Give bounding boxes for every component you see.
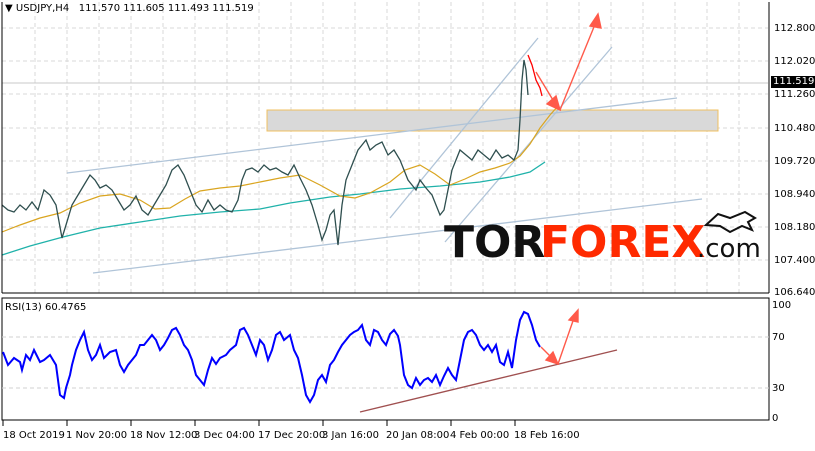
- bull-logo-icon: [703, 210, 757, 234]
- time-tick: 20 Jan 08:00: [386, 430, 450, 441]
- rsi-support-trendline[interactable]: [359, 349, 618, 413]
- chart-title: ▼ USDJPY,H4 111.570 111.605 111.493 111.…: [5, 3, 254, 14]
- rsi-forecast-arrows[interactable]: [540, 308, 579, 366]
- forecast-arrows[interactable]: [535, 12, 602, 112]
- price-tick: 110.480: [774, 123, 815, 134]
- price-tick: 106.640: [774, 287, 815, 298]
- rsi-panel[interactable]: [1, 297, 770, 421]
- time-tick: 18 Feb 16:00: [514, 430, 580, 441]
- ohlc-close: 111.519: [212, 3, 254, 14]
- ma-fast-line: [1, 105, 559, 233]
- collapse-triangle-icon[interactable]: ▼: [5, 3, 13, 14]
- time-tick: 3 Jan 16:00: [322, 430, 379, 441]
- svg-text:.com: .com: [697, 234, 761, 264]
- current-price-tag: 111.519: [771, 76, 815, 88]
- channel-upper-line: [66, 97, 678, 174]
- rsi-arrow-down-head: [544, 350, 560, 366]
- time-tick: 17 Dec 20:00: [258, 430, 326, 441]
- arrow-up-head: [588, 12, 602, 29]
- rsi-arrow-up-head: [567, 308, 579, 323]
- torforex-watermark: TOR FOREX .com: [444, 210, 761, 268]
- time-tick: 18 Oct 2019: [3, 430, 65, 441]
- price-tick: 112.020: [774, 56, 815, 67]
- main-panel[interactable]: TOR FOREX .com: [1, 2, 770, 294]
- rsi-grid: [2, 336, 769, 389]
- trend-lines[interactable]: [66, 37, 703, 274]
- time-tick: 1 Nov 20:00: [66, 430, 128, 441]
- ma-slow-line: [1, 161, 546, 256]
- rsi-title: RSI(13) 60.4765: [5, 302, 87, 313]
- time-axis-ticks: [2, 420, 516, 426]
- rsi-line: [2, 310, 541, 405]
- steep-channel-lower: [444, 46, 613, 243]
- rsi-tick: 30: [772, 383, 785, 394]
- svg-text:TOR: TOR: [444, 217, 545, 268]
- ohlc-high: 111.605: [123, 3, 165, 14]
- time-tick: 18 Nov 12:00: [130, 430, 198, 441]
- rsi-tick: 0: [772, 413, 779, 424]
- ohlc-low: 111.493: [167, 3, 210, 14]
- rsi-tick: 70: [772, 332, 785, 343]
- time-tick: 3 Dec 04:00: [194, 430, 255, 441]
- svg-text:FOREX: FOREX: [540, 217, 705, 268]
- price-tick: 108.940: [774, 189, 815, 200]
- channel-lower-line: [92, 198, 703, 274]
- symbol-timeframe: USDJPY,H4: [15, 3, 70, 14]
- ohlc-open: 111.570: [78, 3, 121, 14]
- rsi-tick: 100: [772, 300, 792, 311]
- price-tick: 107.400: [774, 255, 815, 266]
- arrow-down-head: [545, 94, 562, 112]
- price-tick: 112.800: [774, 23, 815, 34]
- time-tick: 4 Feb 00:00: [450, 430, 510, 441]
- price-tick: 111.260: [774, 89, 815, 100]
- price-tick: 109.720: [774, 156, 815, 167]
- price-candles-bear: [527, 54, 543, 97]
- price-candles-bull: [1, 59, 529, 246]
- price-tick: 108.180: [774, 222, 815, 233]
